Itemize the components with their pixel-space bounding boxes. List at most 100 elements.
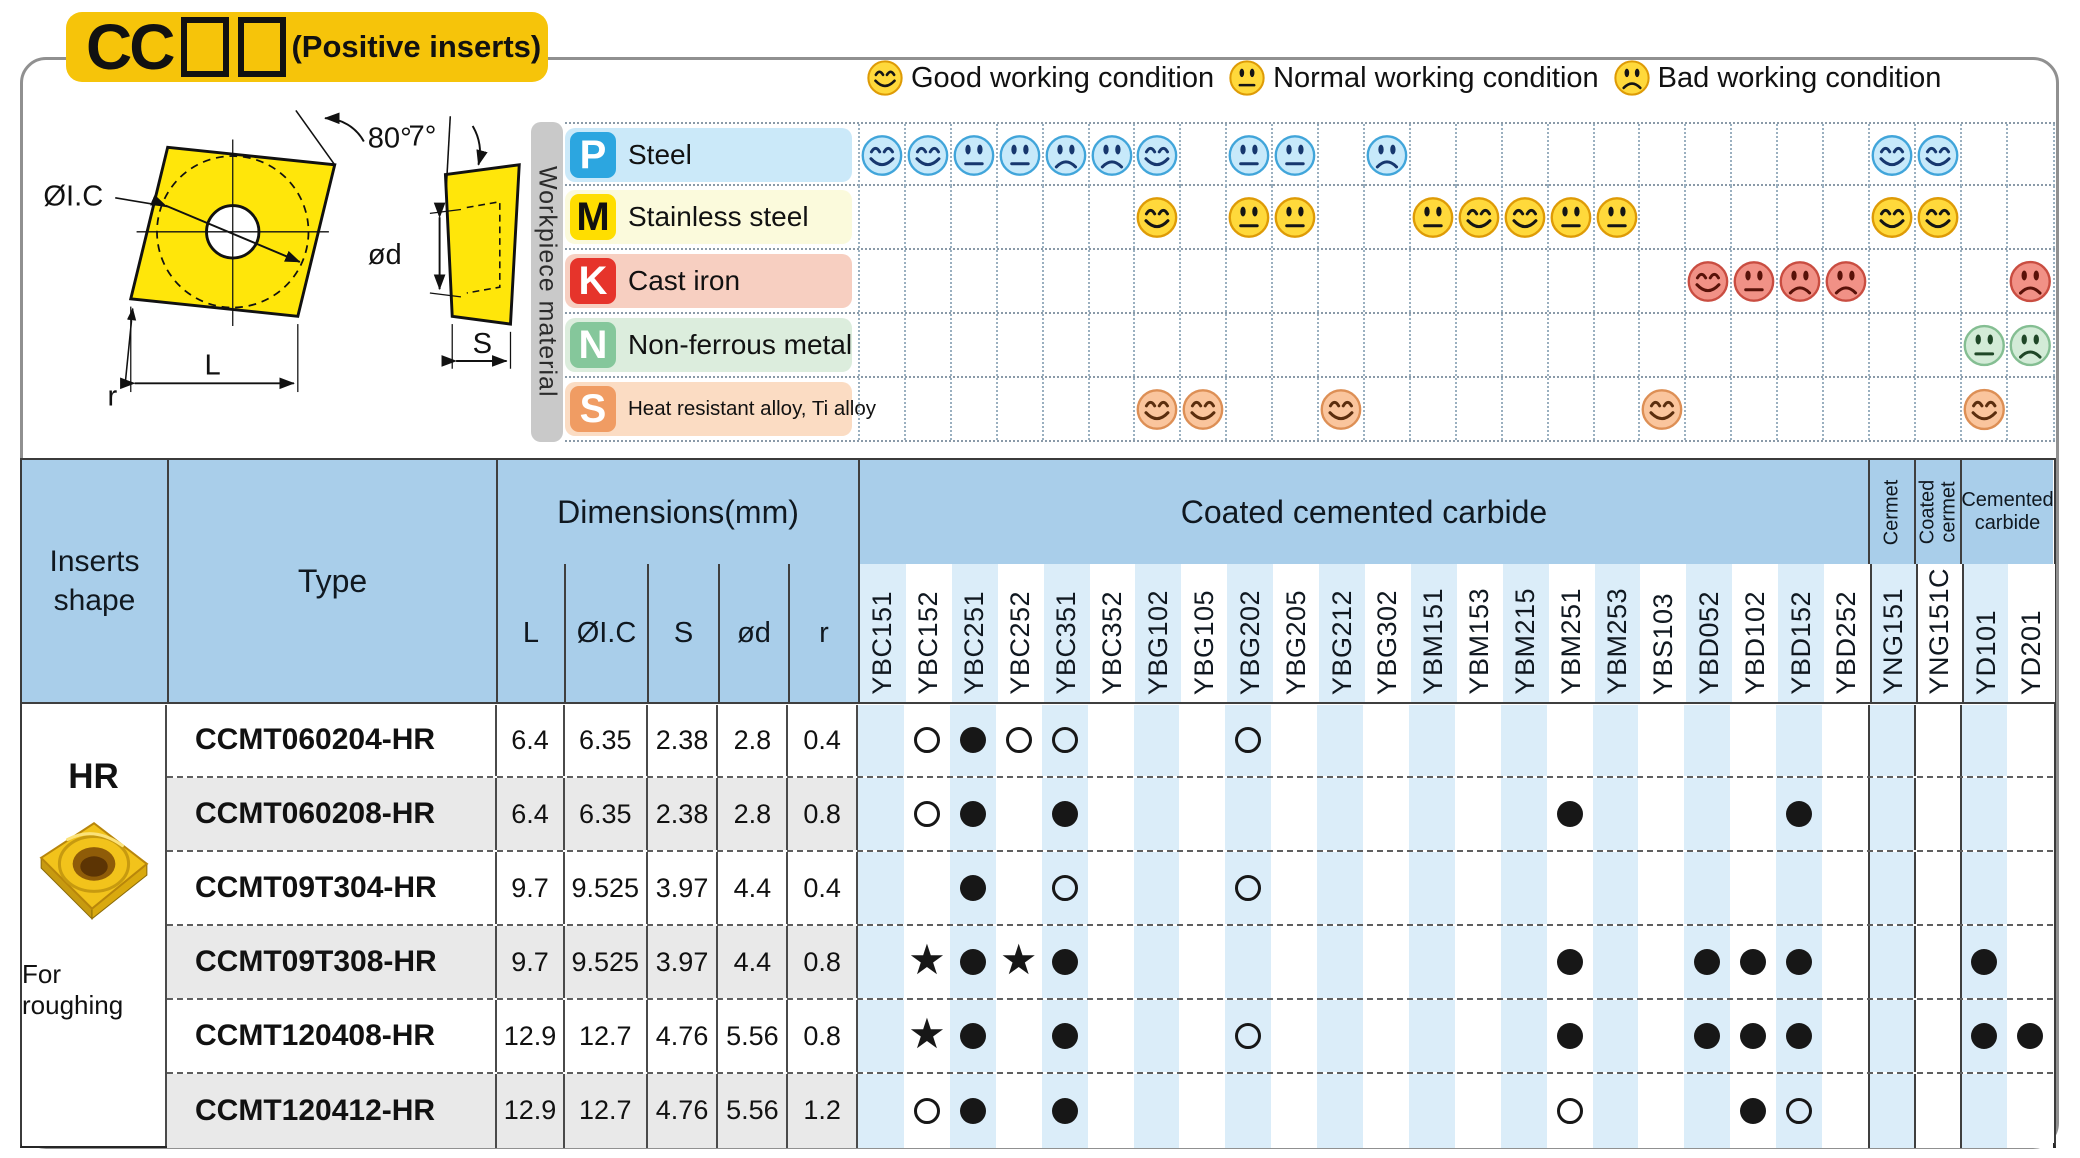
circle-mark-icon [1235,1023,1262,1049]
header-dim-od: ød [718,564,788,702]
mark-CCMT060204-HR-YBD252 [1822,704,1868,777]
mark-CCMT120408-HR-YBD102 [1730,1000,1777,1072]
rating-S-YBD052 [1686,378,1733,440]
circle-mark-icon [1051,727,1078,754]
grade-label: YBC252 [1005,591,1036,695]
mark-CCMT120408-HR-YBC152: ★ [903,1000,950,1072]
material-name: Stainless steel [628,201,809,232]
material-row-K: K Cast iron [565,250,2055,314]
mark-CCMT120412-HR-YBC151 [858,1073,904,1148]
rating-P-YBG105 [1181,124,1228,186]
mark-CCMT060204-HR-YBG302 [1363,704,1409,777]
material-band-S: S Heat resistant alloy, Ti alloy [565,382,876,436]
mark-CCMT120412-HR-YBC252 [995,1073,1042,1148]
mark-CCMT120408-HR-YBD052 [1684,1000,1731,1072]
mark-CCMT060204-HR-YNG151C [1914,704,1960,777]
dim-cell-r: 0.8 [786,926,857,999]
rating-S-YBC152 [906,378,952,440]
mark-CCMT120412-HR-YBD152 [1776,1073,1823,1148]
rating-M-YBC151 [860,186,906,248]
mark-CCMT09T308-HR-YBC251 [949,926,996,999]
rating-S-YBG205 [1273,378,1320,440]
mark-CCMT120408-HR-YBS103 [1638,1000,1685,1072]
mark-CCMT120412-HR-YBG302 [1363,1073,1409,1148]
rating-M-YBC352 [1090,186,1136,248]
rating-grid-K [858,250,2055,312]
dim-cell-S: 2.38 [645,778,717,851]
mark-CCMT120408-HR-YBC351 [1041,1000,1088,1072]
grade-label: YBG205 [1280,589,1311,695]
grade-col-YD101: YD101 [1961,564,2009,702]
mark-CCMT060204-HR-YBD102 [1730,704,1777,777]
grade-col-YBC251: YBC251 [951,564,998,702]
mark-CCMT09T304-HR-YD101 [1960,852,2007,925]
mark-CCMT060204-HR-YBC251 [949,704,996,777]
insert-photo [39,821,149,920]
grade-label: YBG102 [1142,589,1173,695]
normal-face-icon [999,134,1041,176]
grade-col-YBD252: YBD252 [1824,564,1870,702]
mark-CCMT09T308-HR-YBD102 [1730,926,1777,999]
header-dim-L: L [496,564,564,702]
dot-mark-icon [1740,949,1767,976]
mark-CCMT060204-HR-YBD152 [1776,704,1823,777]
mark-CCMT060204-HR-YBS103 [1638,704,1685,777]
mark-CCMT120412-HR-YBM251 [1546,1073,1593,1148]
mark-CCMT120408-HR-YBD252 [1822,1000,1868,1072]
bad-face-icon [1366,134,1408,176]
mark-CCMT060204-HR-YBM153 [1454,704,1501,777]
normal-face-icon [1412,196,1454,238]
grade-label: YBS103 [1647,592,1678,695]
normal-face-icon [1274,196,1316,238]
grade-label: YBM251 [1556,588,1587,695]
circle-mark-icon [913,727,940,754]
workpiece-material-axis-label: Workpiece material [533,166,562,398]
good-face-icon [1687,260,1729,302]
mark-CCMT120408-HR-YBC251 [949,1000,996,1072]
rating-P-YBD252 [1824,124,1870,186]
grade-col-YNG151: YNG151 [1869,564,1916,702]
star-mark-icon: ★ [908,934,946,984]
mark-CCMT09T308-HR-YBC152: ★ [903,926,950,999]
dot-mark-icon [1556,801,1583,828]
dim-cell-ØI.C: 6.35 [562,778,646,851]
mark-CCMT120408-HR-YD201 [2006,1000,2053,1072]
dot-mark-icon [959,1097,986,1124]
grade-label: YBD052 [1693,591,1724,695]
rating-N-YBC351 [1044,314,1090,376]
rating-K-YBC251 [952,250,998,312]
grade-label: YBC151 [867,591,898,695]
mark-CCMT120412-HR-YBM151 [1408,1073,1455,1148]
mark-CCMT09T304-HR-YBM251 [1546,852,1593,925]
dim-cell-ød: 2.8 [716,778,787,851]
rating-K-YBD152 [1778,250,1825,312]
placeholder-box-icon [238,17,287,77]
mark-CCMT060204-HR-YBD052 [1684,704,1731,777]
mark-CCMT060204-HR-YBC252 [995,704,1042,777]
mark-CCMT120408-HR-YBG205 [1271,1000,1318,1072]
mark-CCMT120412-HR-YBG105 [1179,1073,1226,1148]
dim-cell-r: 0.8 [786,778,857,851]
material-name: Cast iron [628,265,741,296]
dot-mark-icon [959,1023,986,1049]
header-dim-S: S [647,564,718,702]
rating-N-YBM253 [1595,314,1641,376]
shape-usage-note: For roughing [22,958,124,1020]
rating-N-YBG105 [1181,314,1228,376]
bad-face-icon [2010,324,2052,366]
rating-P-YBS103 [1640,124,1687,186]
mark-CCMT060208-HR-YNG151C [1914,778,1960,851]
mark-CCMT120412-HR-YBG205 [1271,1073,1318,1148]
mark-CCMT060208-HR-YBM253 [1592,778,1639,851]
mark-CCMT060208-HR-YBM251 [1546,778,1593,851]
mark-CCMT120408-HR-YBD152 [1776,1000,1823,1072]
rating-S-YBC151 [860,378,906,440]
rating-M-YBG212 [1319,186,1365,248]
placeholder-box-icon [181,17,230,77]
mark-CCMT120408-HR-YBM253 [1592,1000,1639,1072]
mark-CCMT060204-HR-YBG202 [1225,704,1272,777]
rating-grid-S [858,378,2055,440]
good-face-icon [1641,388,1683,430]
mark-grid-CCMT09T308-HR: ★ ★ [856,926,2053,999]
rating-P-YBC251 [952,124,998,186]
